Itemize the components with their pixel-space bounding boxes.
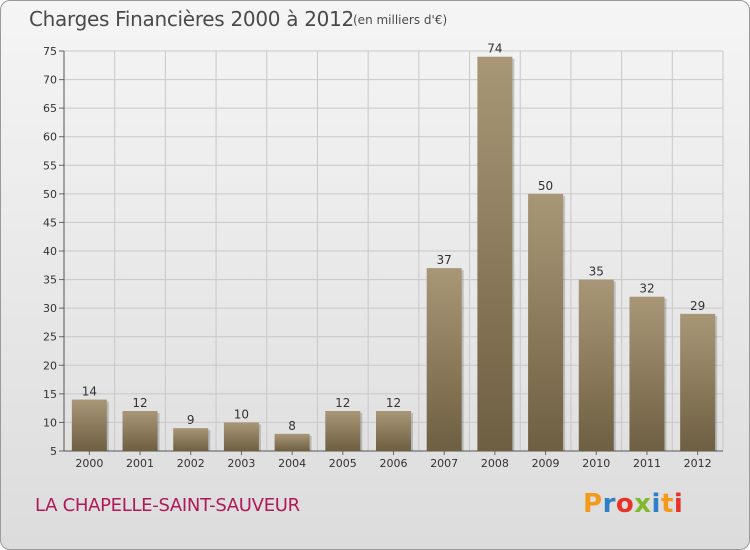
- logo-letter: P: [583, 489, 603, 519]
- x-tick-label: 2008: [481, 457, 509, 470]
- bar-2006: [376, 411, 411, 451]
- bar-2010: [578, 279, 614, 451]
- chart-subtitle: (en milliers d'€): [353, 13, 448, 27]
- grid-lines: [63, 50, 724, 452]
- logo-letter: i: [651, 489, 661, 519]
- logo-letter: i: [673, 489, 684, 519]
- value-label: 35: [589, 265, 604, 279]
- y-tick-label: 10: [43, 416, 57, 429]
- labels: 5 10 15 20 25 30 35 40 45 50 55 60 65 70 75 14 2000 12 200…: [43, 42, 712, 470]
- x-tick-label: 2007: [430, 457, 458, 470]
- x-tick-label: 2009: [532, 457, 560, 470]
- y-tick-label: 60: [43, 131, 57, 144]
- y-tick-label: 50: [43, 188, 57, 201]
- bars: [71, 56, 718, 451]
- axes: [59, 50, 723, 455]
- y-tick-label: 40: [43, 245, 57, 258]
- logo-letter: t: [660, 489, 674, 519]
- x-tick-label: 2000: [75, 457, 103, 470]
- x-tick-label: 2006: [380, 457, 408, 470]
- x-tick-label: 2004: [278, 457, 306, 470]
- bar-2008: [477, 56, 513, 451]
- y-tick-label: 15: [43, 388, 57, 401]
- value-label: 9: [187, 413, 195, 427]
- x-tick-label: 2002: [177, 457, 205, 470]
- logo-letter: x: [634, 489, 652, 519]
- logo-letter: o: [615, 489, 635, 519]
- bar-2004: [274, 433, 310, 451]
- value-label: 10: [234, 407, 249, 421]
- bar-2009: [528, 193, 564, 451]
- y-tick-label: 45: [43, 216, 57, 229]
- y-tick-label: 30: [43, 302, 57, 315]
- bar-2007: [426, 268, 462, 451]
- y-tick-label: 75: [43, 45, 57, 58]
- y-tick-label: 20: [43, 359, 57, 372]
- value-label: 12: [386, 396, 401, 410]
- x-tick-label: 2003: [227, 457, 255, 470]
- x-tick-label: 2012: [684, 457, 712, 470]
- value-label: 50: [538, 179, 553, 193]
- value-label: 12: [335, 396, 350, 410]
- logo-letter: r: [602, 489, 616, 519]
- value-label: 12: [132, 396, 147, 410]
- x-tick-label: 2010: [582, 457, 610, 470]
- bar-2012: [680, 313, 716, 451]
- y-tick-label: 5: [50, 445, 57, 458]
- bar-2000: [71, 399, 107, 451]
- bar-2003: [223, 422, 259, 451]
- bar-2001: [122, 411, 158, 451]
- chart-title: Charges Financières 2000 à 2012: [29, 7, 354, 31]
- town-name: LA CHAPELLE-SAINT-SAUVEUR: [35, 495, 300, 516]
- x-tick-label: 2001: [126, 457, 154, 470]
- value-label: 8: [288, 419, 296, 433]
- bar-2011: [629, 296, 665, 451]
- bar-2005: [325, 411, 361, 451]
- y-tick-label: 25: [43, 331, 57, 344]
- value-label: 32: [639, 282, 654, 296]
- proxiti-logo: Proxiti: [583, 489, 683, 519]
- x-tick-label: 2005: [329, 457, 357, 470]
- x-tick-label: 2011: [633, 457, 661, 470]
- value-label: 37: [437, 253, 452, 267]
- y-tick-label: 55: [43, 159, 57, 172]
- y-tick-label: 65: [43, 102, 57, 115]
- y-tick-label: 70: [43, 74, 57, 87]
- y-tick-label: 35: [43, 274, 57, 287]
- bar-2002: [173, 428, 209, 451]
- value-label: 14: [82, 385, 97, 399]
- value-label: 74: [487, 42, 502, 56]
- value-label: 29: [690, 299, 705, 313]
